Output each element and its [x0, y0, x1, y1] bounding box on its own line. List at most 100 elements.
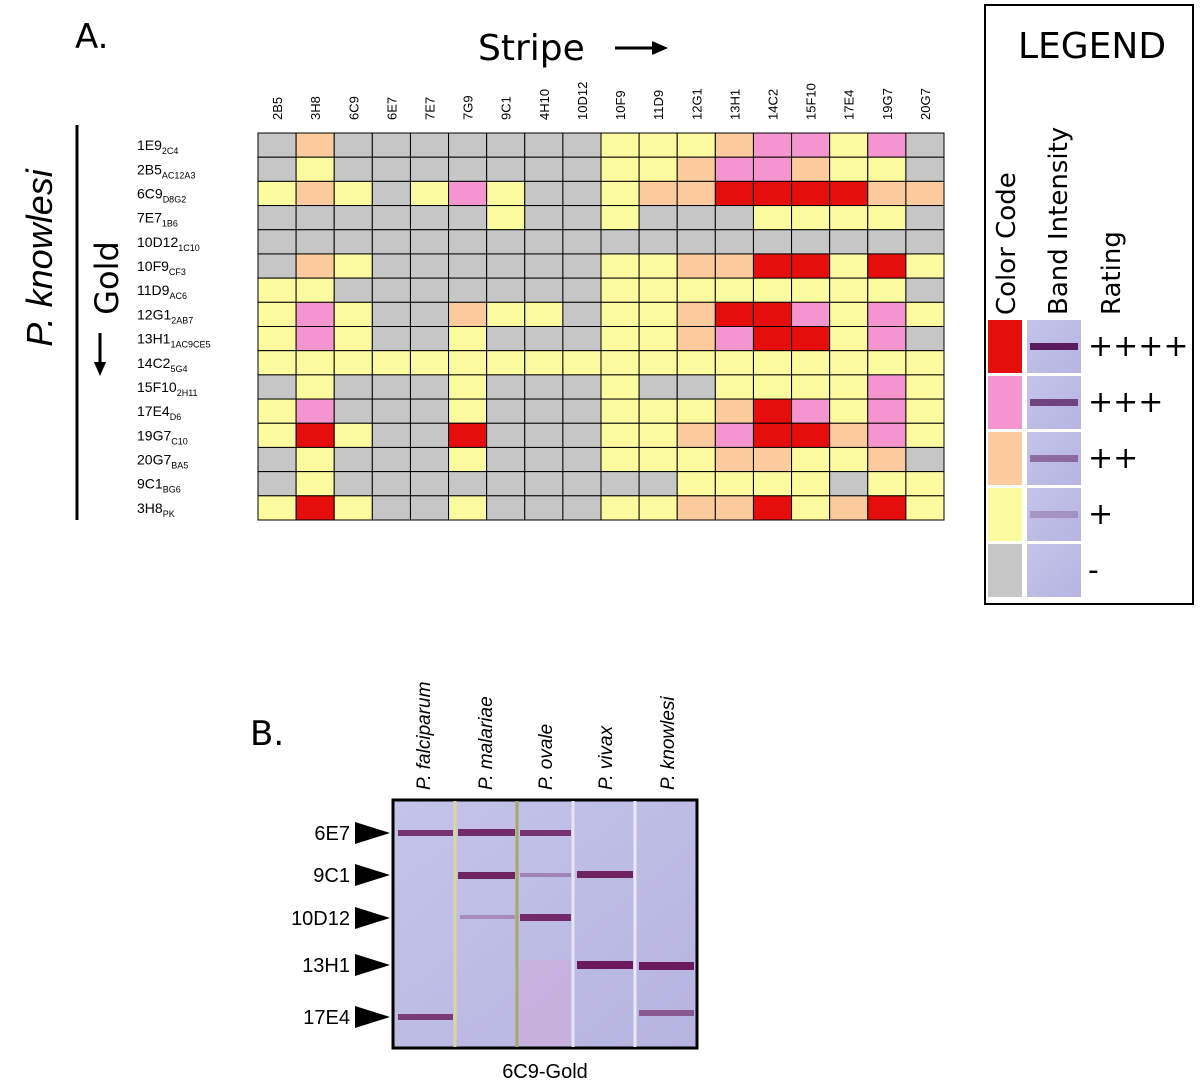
heatmap-cell — [905, 132, 945, 158]
heatmap-cell — [752, 132, 793, 158]
heatmap-cell — [448, 446, 488, 473]
heatmap-cell — [295, 326, 335, 352]
heatmap-cell — [333, 471, 373, 497]
heatmap-cell — [333, 326, 373, 352]
heatmap-cell — [638, 422, 678, 448]
heatmap-cell — [409, 205, 450, 231]
heatmap-cell — [867, 229, 907, 255]
heatmap-cell — [867, 350, 907, 376]
column-label: 14C2 — [766, 89, 781, 120]
heatmap-cell — [905, 446, 945, 473]
heatmap-cell — [638, 398, 678, 424]
heatmap-cell — [486, 277, 526, 303]
marker-label: 13H1 — [302, 955, 350, 977]
column-label: 17E4 — [842, 90, 857, 120]
heatmap-cell — [676, 326, 716, 352]
heatmap-cell — [257, 301, 297, 327]
heatmap-cell — [448, 471, 488, 497]
heatmap-cell — [257, 495, 297, 521]
legend-rating: - — [1088, 553, 1099, 588]
heatmap-cell — [905, 495, 945, 521]
column-label: 4H10 — [537, 89, 552, 120]
heatmap-cell — [600, 277, 640, 303]
row-name: 1E9 — [137, 137, 162, 153]
row-name: 10F9 — [137, 258, 169, 274]
heatmap-cell — [867, 374, 907, 400]
legend-rating: +++ — [1088, 385, 1163, 420]
heatmap-cell — [714, 422, 754, 448]
heatmap-cell — [676, 350, 716, 376]
heatmap-cell — [867, 471, 907, 497]
heatmap-cell — [257, 446, 297, 473]
row-subscript: 1C10 — [178, 243, 200, 253]
row-name: 17E4 — [137, 403, 170, 419]
heatmap-cell — [409, 350, 450, 376]
column-label: 10D12 — [575, 82, 590, 120]
heatmap-cell — [867, 301, 907, 327]
row-label: 14C25G4 — [137, 355, 187, 374]
heatmap-cell — [562, 132, 602, 158]
arrow-right — [615, 41, 668, 55]
heatmap-cell — [409, 326, 450, 352]
heatmap-cell — [333, 180, 373, 207]
column-label: 6E7 — [384, 97, 399, 120]
heatmap-cell — [638, 446, 678, 473]
gel-caption: 6C9-Gold — [502, 1061, 588, 1083]
column-label: 6C9 — [346, 96, 361, 120]
heatmap-cell — [752, 422, 793, 448]
heatmap-cell — [829, 374, 869, 400]
row-subscript: C10 — [171, 436, 188, 446]
column-label: 3H8 — [308, 96, 323, 120]
heatmap-cell — [714, 301, 754, 327]
heatmap-cell — [409, 398, 450, 424]
heatmap-cell — [371, 446, 411, 473]
heatmap-cell — [486, 374, 526, 400]
heatmap-cell — [524, 301, 564, 327]
heatmap-cell — [752, 205, 793, 231]
heatmap-cell — [829, 253, 869, 279]
heatmap-cell — [448, 132, 488, 158]
heatmap-cell — [562, 471, 602, 497]
heatmap-cell — [676, 398, 716, 424]
heatmap-cell — [295, 156, 335, 182]
row-label: 11D9AC6 — [137, 282, 187, 301]
heatmap-cell — [562, 446, 602, 473]
legend-rating: + — [1088, 497, 1113, 532]
legend-header: Band Intensity — [1044, 127, 1074, 315]
x-axis-label: Stripe — [478, 28, 585, 69]
row-label: 15F102H11 — [137, 379, 198, 398]
row-subscript: 2H11 — [177, 388, 198, 398]
heatmap-cell — [486, 398, 526, 424]
heatmap-cell — [295, 398, 335, 424]
heatmap-cell — [676, 156, 716, 182]
heatmap-cell — [562, 205, 602, 231]
heatmap-cell — [752, 398, 793, 424]
heatmap-cell — [524, 132, 564, 158]
row-subscript: AC6 — [169, 291, 187, 301]
heatmap-cell — [524, 229, 564, 255]
legend-swatch — [988, 488, 1022, 541]
row-subscript: 1AC9CE5 — [170, 340, 210, 350]
heatmap-cell — [600, 326, 640, 352]
heatmap-cell — [448, 301, 488, 327]
legend-band — [1030, 511, 1078, 518]
lane-label: P. vivax — [596, 724, 617, 790]
heatmap-cell — [524, 398, 564, 424]
row-name: 15F10 — [137, 379, 177, 395]
row-subscript: AC12A3 — [162, 170, 196, 180]
row-name: 12G1 — [137, 306, 171, 322]
arrow-down — [94, 333, 106, 376]
heatmap-cell — [295, 132, 335, 158]
row-subscript: 2C4 — [162, 146, 179, 156]
heatmap-cell — [905, 398, 945, 424]
heatmap-cell — [676, 253, 716, 279]
heatmap-cell — [638, 374, 678, 400]
panel-label: B. — [250, 714, 284, 754]
legend-swatch — [988, 544, 1022, 597]
column-label: 19G7 — [880, 88, 895, 120]
heatmap-cell — [600, 253, 640, 279]
heatmap-cell — [524, 350, 564, 376]
heatmap-cell — [905, 422, 945, 448]
heatmap-cell — [791, 277, 831, 303]
row-label: 2B5AC12A3 — [137, 161, 195, 180]
